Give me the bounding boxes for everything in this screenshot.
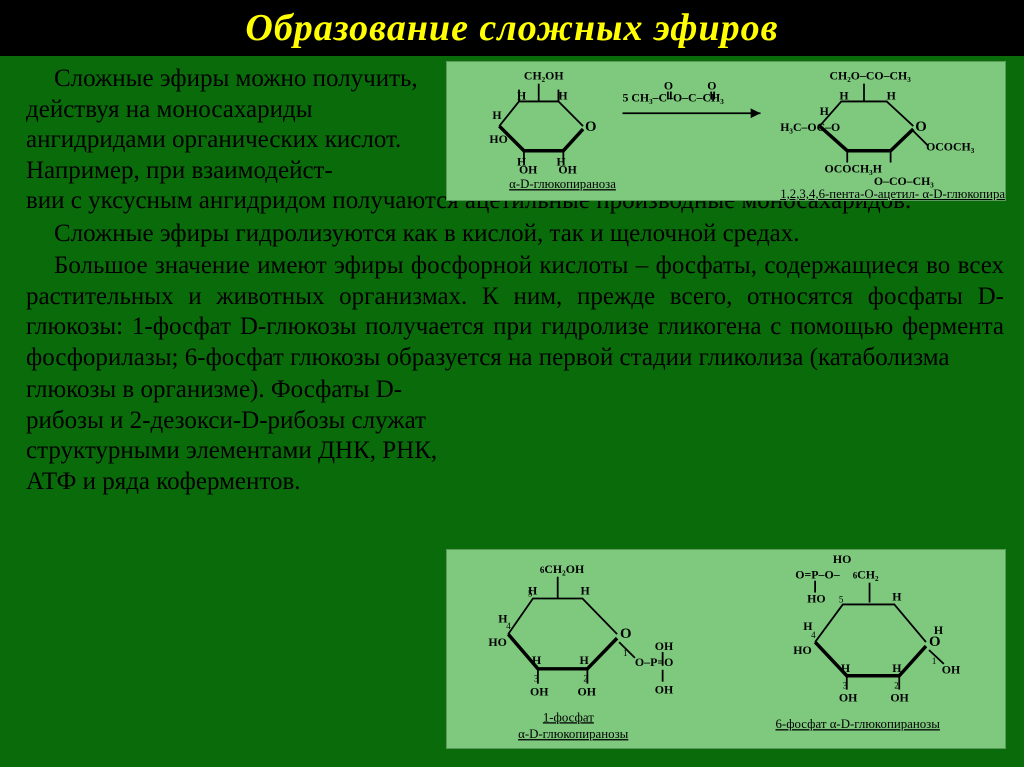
slide-title: Образование сложных эфиров <box>0 6 1024 50</box>
svg-text:5: 5 <box>839 594 844 604</box>
acetylation-reaction-diagram: CH₂OH O H HO H H H H OH OH α-D-глюкопира… <box>446 61 1006 201</box>
svg-text:HO: HO <box>833 552 851 566</box>
svg-text:H: H <box>498 611 508 625</box>
svg-text:H: H <box>820 104 829 118</box>
title-bar: Образование сложных эфиров <box>0 0 1024 56</box>
svg-text:H: H <box>558 88 567 102</box>
svg-text:OH: OH <box>558 162 576 176</box>
svg-text:O: O <box>620 626 632 642</box>
left-molecule-label: α-D-глюкопираноза <box>509 177 616 191</box>
svg-text:H: H <box>803 619 813 633</box>
svg-text:HO: HO <box>807 591 825 605</box>
svg-text:O: O <box>915 119 927 135</box>
svg-text:H: H <box>579 653 589 667</box>
svg-text:2: 2 <box>894 681 898 691</box>
svg-text:HO: HO <box>488 635 506 649</box>
right-molecule-label: 1,2,3,4,6-пента-О-ацетил- α-D-глюкопиран… <box>780 187 1005 200</box>
svg-text:O: O <box>707 79 716 93</box>
svg-text:HO: HO <box>489 132 507 146</box>
svg-text:O: O <box>664 79 673 93</box>
svg-text:H: H <box>892 589 902 603</box>
svg-text:H₃C–OC–O: H₃C–OC–O <box>780 120 840 134</box>
paragraph-3-tail: глюкозы в организме). Фосфаты D-рибозы и… <box>26 375 451 497</box>
svg-text:O–P=O: O–P=O <box>635 655 673 669</box>
ch2o-co-ch3-label: CH₂O–CO–CH₃ <box>830 69 912 83</box>
svg-text:6CH₂OH: 6CH₂OH <box>540 562 585 576</box>
svg-text:OH: OH <box>530 685 549 699</box>
svg-text:OH: OH <box>519 162 537 176</box>
left-phosphate-label: 1-фосфат <box>543 710 594 724</box>
svg-text:H: H <box>887 88 896 102</box>
svg-text:H: H <box>528 584 538 598</box>
svg-text:H: H <box>532 653 542 667</box>
svg-text:OH: OH <box>655 639 674 653</box>
svg-text:OH: OH <box>890 690 909 704</box>
ch2oh-label: CH₂OH <box>524 69 564 83</box>
svg-text:H: H <box>934 623 944 637</box>
svg-text:OH: OH <box>839 690 858 704</box>
svg-text:OH: OH <box>942 663 961 677</box>
svg-text:OCOCH₃: OCOCH₃ <box>926 140 975 154</box>
svg-text:H: H <box>580 584 590 598</box>
phosphate-diagram: 6CH₂OH O 5 4 3 2 1 H HO H H OH OH <box>446 549 1006 749</box>
svg-text:H: H <box>492 108 501 122</box>
svg-text:6CH₂: 6CH₂ <box>853 568 879 582</box>
svg-text:H: H <box>892 661 902 675</box>
oxygen-atom: O <box>585 119 597 135</box>
svg-text:HO: HO <box>793 643 811 657</box>
svg-text:H: H <box>839 88 848 102</box>
svg-text:H: H <box>841 661 851 675</box>
paragraph-2: Сложные эфиры гидролизуются как в кислой… <box>26 219 1004 250</box>
svg-text:OH: OH <box>578 685 597 699</box>
svg-text:O=P–O–: O=P–O– <box>795 568 840 582</box>
paragraph-3: Большое значение имеют эфиры фосфорной к… <box>26 251 1004 373</box>
svg-text:OH: OH <box>655 683 674 697</box>
left-phosphate-sublabel: α-D-глюкопиранозы <box>518 727 629 741</box>
paragraph-1-wrapped: Сложные эфиры можно получить, действуя н… <box>26 64 456 186</box>
right-phosphate-label: 6-фосфат α-D-глюкопиранозы <box>776 717 941 731</box>
